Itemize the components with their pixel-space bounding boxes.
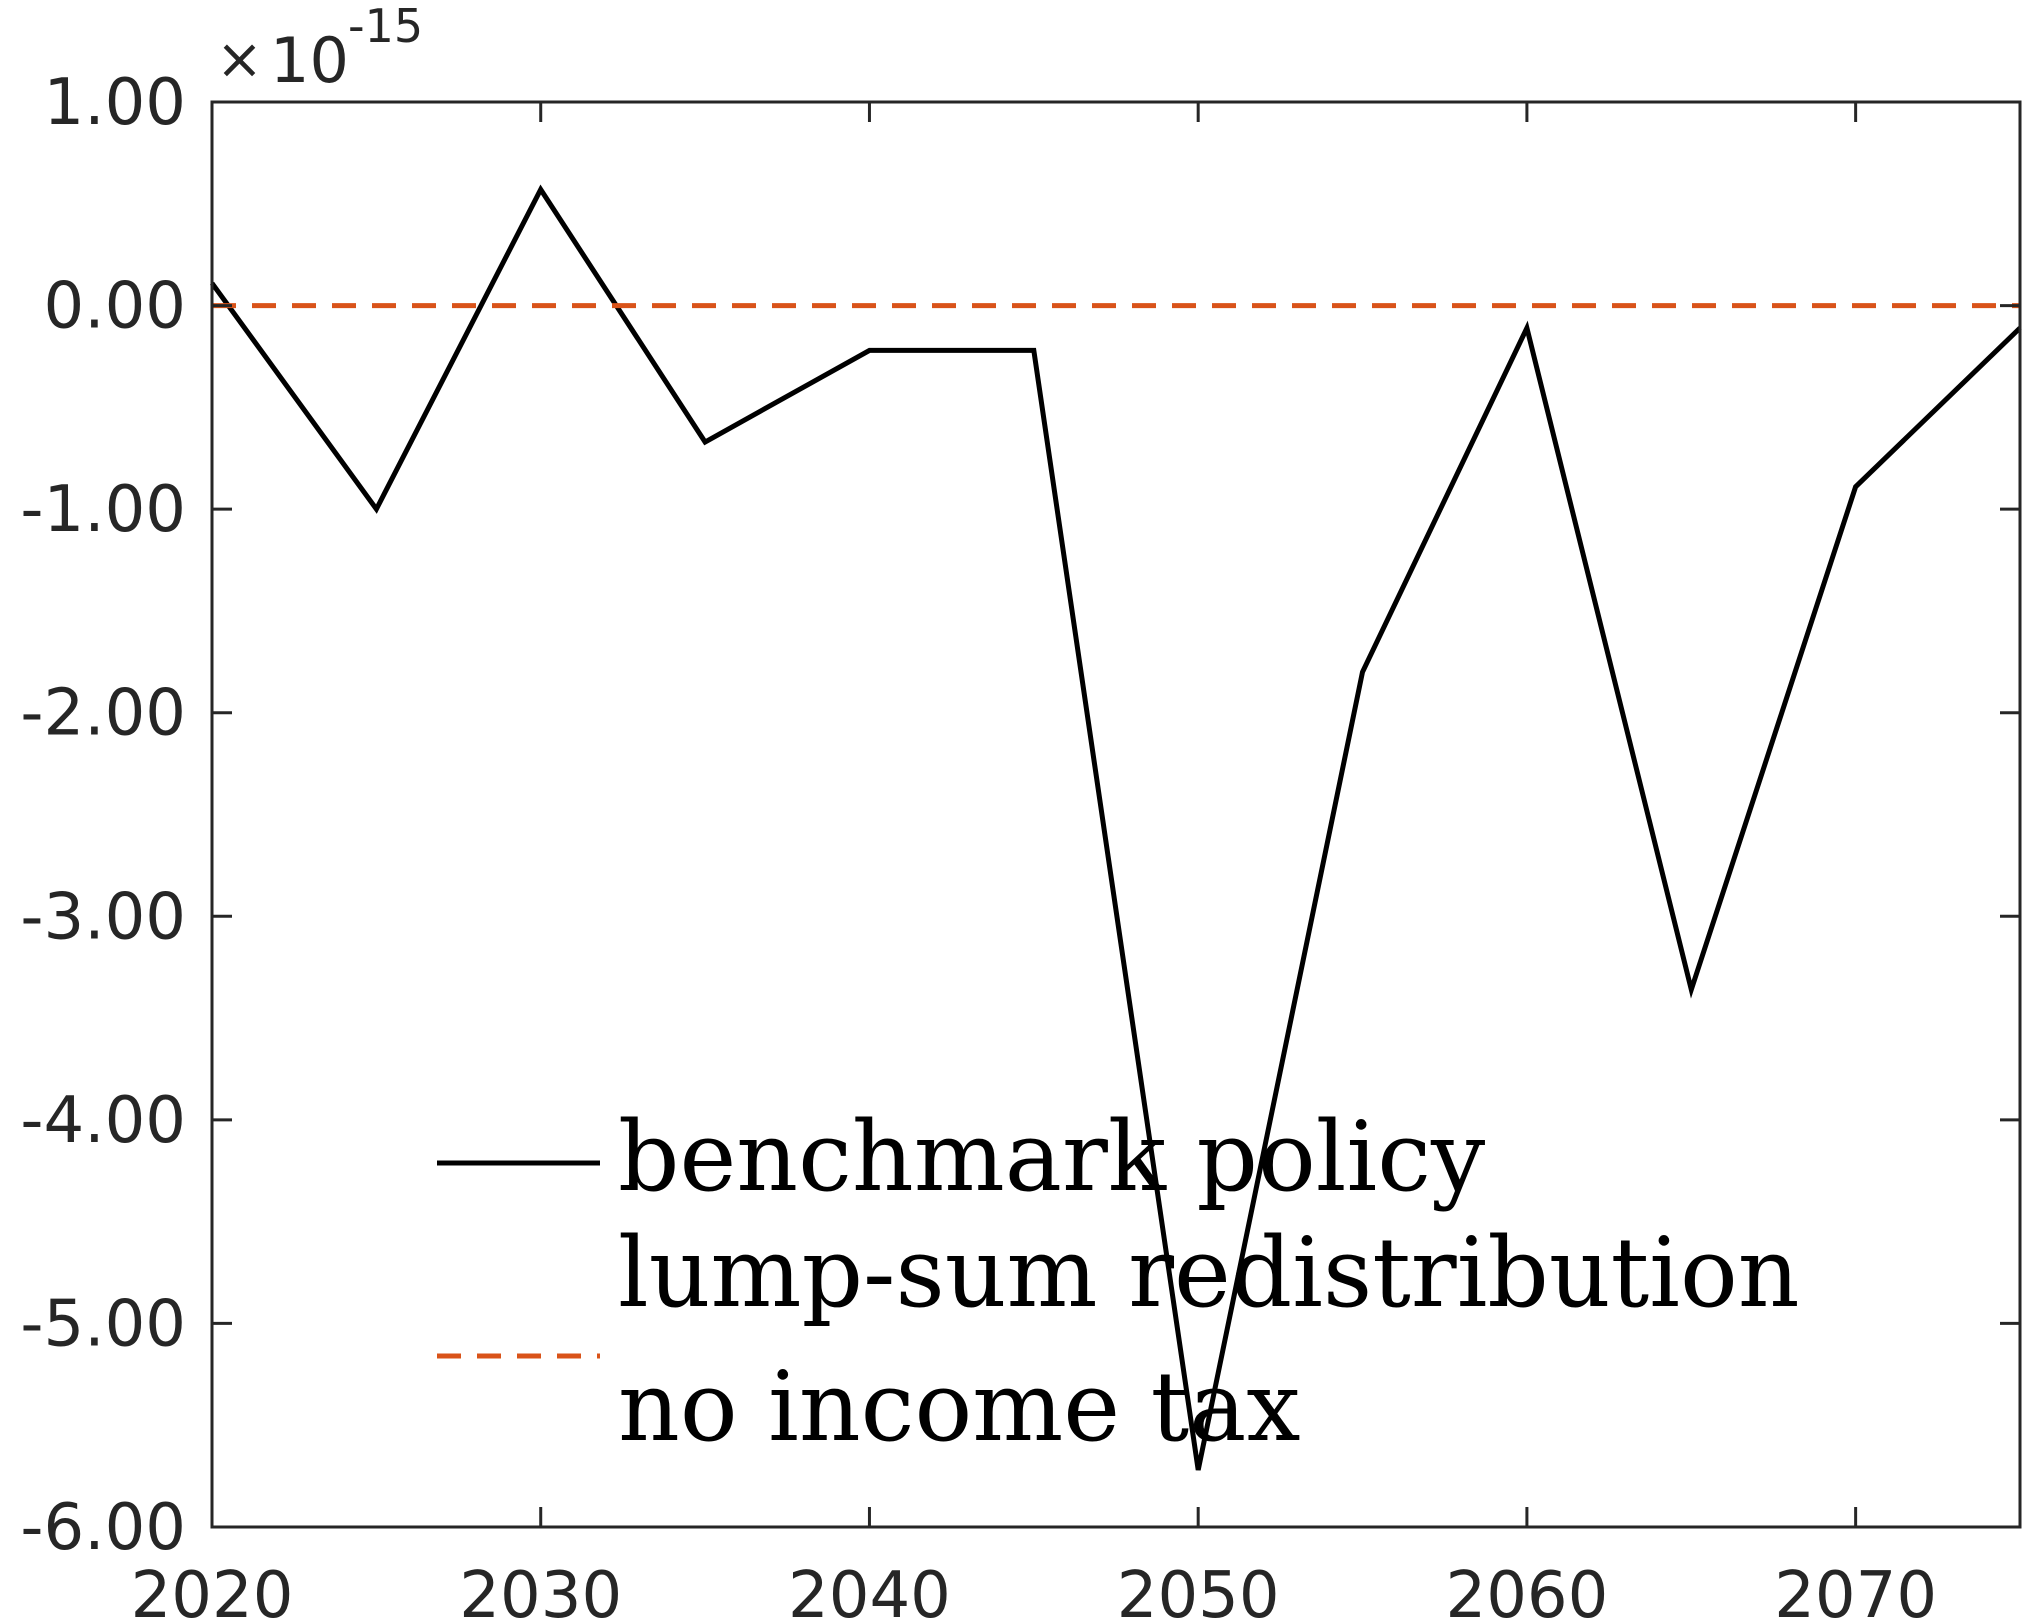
- legend-label-lump-sum: lump-sum redistribution: [618, 1217, 1800, 1329]
- y-tick-label: -6.00: [20, 1491, 186, 1565]
- x-tick-label: 2040: [788, 1559, 951, 1622]
- x-tick-label: 2020: [131, 1559, 294, 1622]
- series-line-0: [209, 184, 2022, 1471]
- y-tick-label: -5.00: [20, 1287, 186, 1361]
- multiplier-exponent: -15: [348, 0, 423, 53]
- multiplier-times: ×: [216, 27, 263, 92]
- axes-frame: [210, 100, 2022, 1529]
- y-axis-multiplier: × 10 -15: [216, 0, 423, 97]
- y-tick-label: -1.00: [20, 473, 186, 547]
- data-layer: [209, 184, 2022, 1471]
- y-tick-label: -3.00: [20, 880, 186, 954]
- x-tick-label: 2030: [459, 1559, 622, 1622]
- y-tick-label: 0.00: [44, 270, 187, 344]
- y-tick-label: -2.00: [20, 677, 186, 751]
- legend-label-benchmark: benchmark policy: [618, 1101, 1485, 1213]
- y-tick-label: -4.00: [20, 1084, 186, 1158]
- ticks: 2020 2030 2040 2050 2060 2070 1.00 0.00 -1.00 -2.…: [20, 66, 2020, 1622]
- y-tick-label: 1.00: [44, 66, 187, 140]
- x-tick-label: 2050: [1117, 1559, 1280, 1622]
- x-tick-label: 2070: [1774, 1559, 1937, 1622]
- multiplier-base: 10: [270, 24, 349, 97]
- axes-box: [210, 100, 2022, 1529]
- legend: benchmark policy lump-sum redistribution…: [437, 1101, 1800, 1463]
- x-tick-label: 2060: [1445, 1559, 1608, 1622]
- legend-label-no-income-tax: no income tax: [618, 1351, 1301, 1463]
